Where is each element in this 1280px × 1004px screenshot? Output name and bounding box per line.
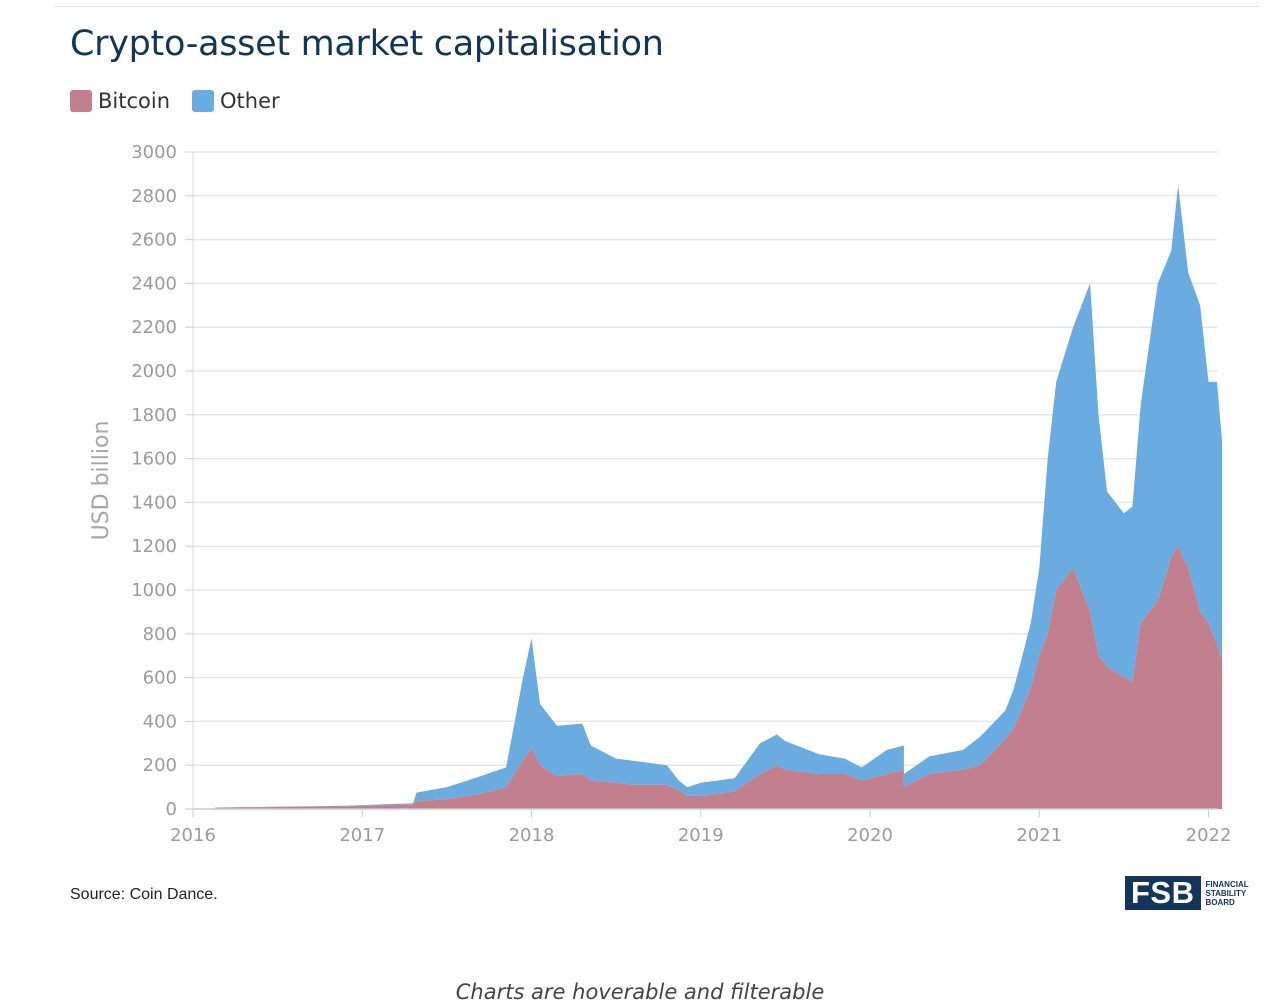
logo-wordmark: FINANCIAL STABILITY BOARD — [1206, 880, 1249, 907]
logo-mark: FSB — [1125, 876, 1201, 910]
legend-item-bitcoin[interactable]: Bitcoin — [70, 89, 170, 113]
y-tick-label: 2000 — [131, 361, 177, 382]
legend-swatch-bitcoin — [70, 90, 92, 112]
legend-item-other[interactable]: Other — [192, 89, 280, 113]
y-tick-label: 1800 — [131, 405, 177, 426]
x-axis-ticks: 2016 2017 2018 2019 2020 2021 2022 — [170, 809, 1231, 846]
x-tick-label: 2020 — [847, 825, 893, 846]
legend-swatch-other — [192, 90, 215, 112]
legend-label-other: Other — [220, 89, 280, 113]
logo-line-3: BOARD — [1205, 897, 1235, 907]
top-divider — [54, 6, 1260, 7]
y-tick-label: 2200 — [131, 317, 177, 338]
x-tick-label: 2019 — [678, 825, 724, 846]
y-tick-label: 0 — [166, 799, 177, 820]
y-tick-label: 1000 — [131, 580, 177, 601]
y-tick-label: 200 — [143, 755, 177, 776]
x-tick-label: 2017 — [339, 825, 385, 846]
y-tick-label: 800 — [143, 624, 177, 645]
x-tick-label: 2022 — [1186, 825, 1232, 846]
legend-label-bitcoin: Bitcoin — [98, 89, 171, 113]
market-cap-chart[interactable]: 0 200 400 600 800 1000 1200 1400 1600 1800 2000 220… — [0, 130, 1280, 850]
x-tick-label: 2018 — [509, 825, 555, 846]
y-tick-label: 1600 — [131, 449, 177, 470]
area-series — [215, 184, 1223, 809]
footer-note: Charts are hoverable and filterable — [455, 980, 825, 1004]
y-tick-label: 1400 — [131, 492, 177, 513]
x-tick-label: 2021 — [1016, 825, 1062, 846]
logo-line-1: FINANCIAL — [1205, 879, 1249, 889]
fsb-logo: FSB FINANCIAL STABILITY BOARD — [1125, 876, 1249, 910]
y-tick-label: 3000 — [131, 142, 177, 163]
y-axis-title: USD billion — [89, 421, 114, 541]
chart-legend: Bitcoin Other — [70, 89, 302, 113]
x-tick-label: 2016 — [170, 825, 216, 846]
y-axis-ticks: 0 200 400 600 800 1000 1200 1400 1600 1800 2000 220… — [131, 142, 193, 820]
chart-title: Crypto-asset market capitalisation — [70, 24, 664, 64]
area-bitcoin-series[interactable] — [215, 546, 1223, 809]
y-tick-label: 2600 — [131, 230, 177, 251]
y-tick-label: 2800 — [131, 186, 177, 207]
grid-lines — [193, 151, 1217, 766]
source-note: Source: Coin Dance. — [70, 886, 218, 903]
y-tick-label: 400 — [143, 711, 177, 732]
logo-line-2: STABILITY — [1205, 888, 1247, 898]
y-tick-label: 1200 — [131, 536, 177, 557]
y-tick-label: 2400 — [131, 273, 177, 294]
y-tick-label: 600 — [143, 668, 177, 689]
